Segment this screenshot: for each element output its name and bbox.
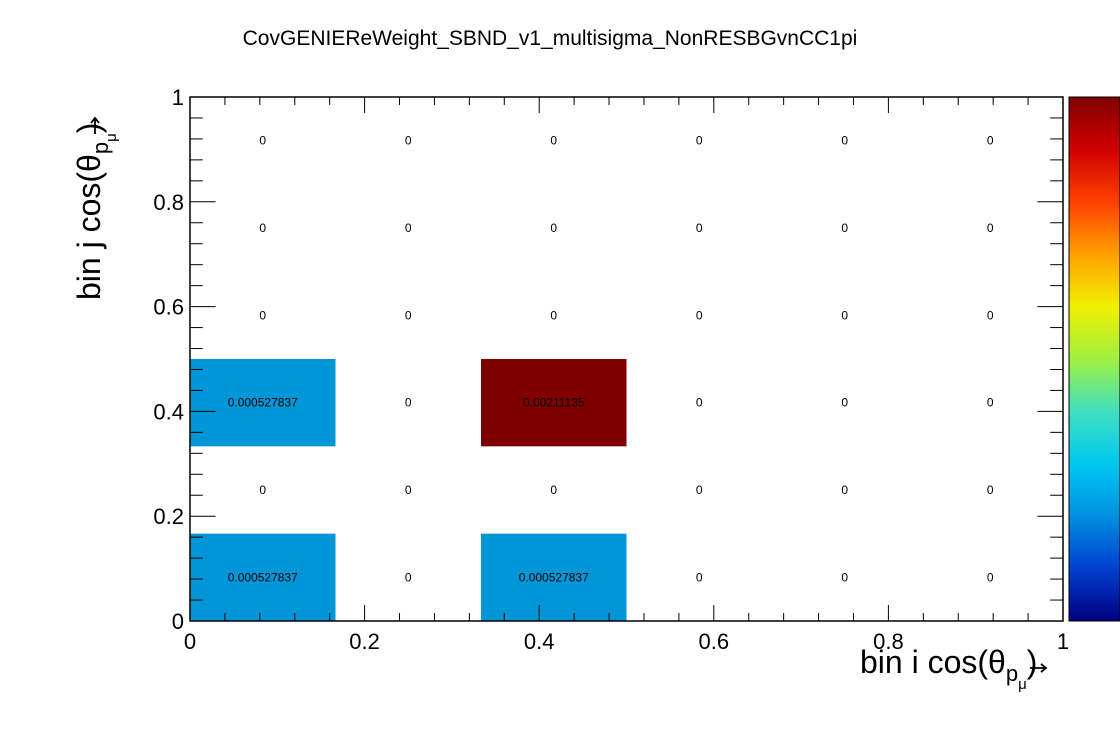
x-axis-label-close: ) [1027,644,1038,680]
x-axis-label-vector-arrow [1030,663,1048,673]
y-tick-label: 0.4 [153,399,184,424]
cell-value-label: 0 [259,134,266,148]
y-axis-label-subsub: μ [103,133,120,142]
axis-ticks [189,96,1064,622]
cell-value-label: 0 [696,134,703,148]
heatmap-cells [190,359,627,621]
color-palette-frame [1068,96,1120,622]
cell-value-label: 0 [987,221,994,235]
x-tick-label: 0.6 [699,629,730,654]
y-tick-label: 1 [172,85,184,110]
cell-value-label: 0 [841,308,848,322]
x-tick-labels: 0 0.2 0.4 0.6 0.8 1 [184,629,1069,654]
y-axis-label-main: bin j cos(θ [71,154,107,300]
cell-value-label: 0.000527837 [228,396,298,410]
cell-value-label: 0 [259,308,266,322]
y-tick-label: 0 [172,609,184,634]
x-tick-label: 1 [1057,629,1069,654]
cell-value-label: 0 [696,570,703,584]
cell-value-label: 0 [841,396,848,410]
y-axis-label-sub: p [88,142,113,154]
cell-value-label: 0 [550,221,557,235]
cell-value-label: 0 [696,308,703,322]
y-tick-label: 0.8 [153,190,184,215]
cell-value-label: 0 [696,221,703,235]
cell-value-label: 0 [405,308,412,322]
y-axis-label-vector-arrow [90,116,100,134]
x-axis-label-subsub: μ [1018,676,1027,693]
cell-value-label: 0.000527837 [228,570,298,584]
y-tick-label: 0.2 [153,504,184,529]
cell-value-label: 0 [841,570,848,584]
cell-value-label: 0 [550,134,557,148]
x-axis-label: bin i cos(θpμ) [860,644,1037,693]
x-tick-label: 0 [184,629,196,654]
cell-value-label: 0 [550,483,557,497]
cell-value-label: 0 [987,308,994,322]
cell-value-label: 0 [987,570,994,584]
cell-value-label: 0 [405,483,412,497]
y-axis-label-close: ) [71,123,107,134]
x-tick-label: 0.8 [873,629,904,654]
color-palette-bar [1069,97,1120,621]
cell-value-label: 0.000527837 [519,570,589,584]
cell-value-label: 0 [841,483,848,497]
x-tick-label: 0.2 [349,629,380,654]
cell-value-label: 0 [696,483,703,497]
cell-value-label: 0 [405,396,412,410]
y-tick-labels: 0 0.2 0.4 0.6 0.8 1 [153,85,184,634]
cell-value-label: 0 [405,570,412,584]
cell-value-label: 0 [987,483,994,497]
cell-value-label: 0 [841,221,848,235]
cell-value-label: 0.00211135 [523,396,585,410]
cell-value-label: 0 [987,396,994,410]
heatmap-cell [190,359,336,447]
chart-title: CovGENIEReWeight_SBND_v1_multisigma_NonR… [243,27,858,50]
heatmap-cell [190,533,336,621]
heatmap-cell [481,533,627,621]
cell-value-label: 0 [841,134,848,148]
x-axis-label-main: bin i cos(θ [860,644,1006,680]
cell-value-label: 0 [550,308,557,322]
x-tick-label: 0.4 [524,629,555,654]
cell-value-label: 0 [987,134,994,148]
cell-value-label: 0 [259,483,266,497]
plot-frame [189,96,1064,622]
cell-value-label: 0 [696,396,703,410]
cell-value-label: 0 [259,221,266,235]
x-axis-label-sub: p [1006,661,1018,686]
cell-value-label: 0 [405,221,412,235]
y-tick-label: 0.6 [153,295,184,320]
heatmap-cell [481,359,627,447]
y-axis-label: bin j cos(θpμ) [71,123,120,300]
heatmap-cell-labels: 0.000527837 0 0.000527837 0 0 0 0 0 0 0 0 0 0.000527… [228,134,994,585]
cell-value-label: 0 [405,134,412,148]
